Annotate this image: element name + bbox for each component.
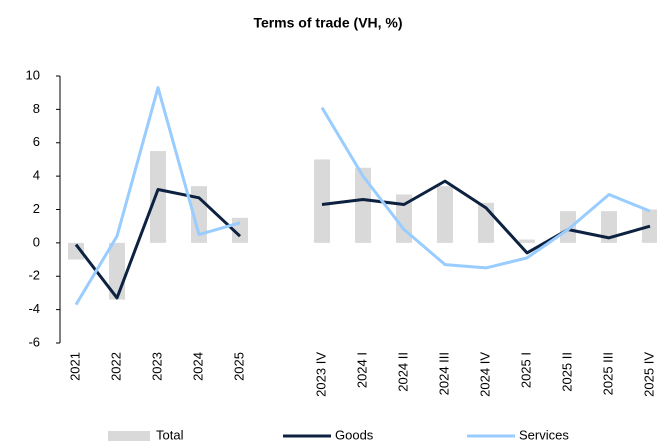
bar <box>355 167 371 243</box>
y-tick-label: 6 <box>33 134 40 149</box>
legend-swatch <box>108 431 150 441</box>
y-tick-label: -4 <box>28 301 40 316</box>
x-tick-label: 2022 <box>108 352 123 381</box>
y-tick-label: 0 <box>33 234 40 249</box>
y-tick-label: 8 <box>33 101 40 116</box>
x-tick-label: 2025 IV <box>641 352 656 397</box>
x-tick-label: 2023 <box>149 352 164 381</box>
y-tick-label: -2 <box>28 268 40 283</box>
y-tick-label: 2 <box>33 201 40 216</box>
y-tick-label: 10 <box>26 67 40 82</box>
y-tick-label: -6 <box>28 334 40 349</box>
legend-label: Services <box>519 427 569 442</box>
bar <box>560 211 576 243</box>
x-tick-label: 2024 <box>190 352 205 381</box>
x-tick-label: 2024 II <box>395 352 410 392</box>
bar <box>437 186 453 243</box>
x-tick-label: 2024 III <box>436 352 451 395</box>
bar <box>68 242 84 260</box>
y-tick-label: 4 <box>33 168 40 183</box>
x-tick-label: 2025 <box>231 352 246 381</box>
bar <box>396 194 412 243</box>
x-tick-label: 2025 II <box>559 352 574 392</box>
x-tick-label: 2021 <box>67 352 82 381</box>
legend-label: Total <box>156 427 184 442</box>
line <box>74 179 651 300</box>
x-tick-label: 2025 I <box>518 352 533 388</box>
legend-label: Goods <box>335 427 374 442</box>
x-tick-label: 2024 I <box>354 352 369 388</box>
x-tick-label: 2025 III <box>600 352 615 395</box>
line <box>74 86 651 306</box>
x-tick-label: 2023 IV <box>313 352 328 397</box>
bar <box>519 239 535 243</box>
chart-title: Terms of trade (VH, %) <box>253 15 402 31</box>
bar <box>150 151 166 243</box>
x-tick-label: 2024 IV <box>477 352 492 397</box>
bar <box>314 159 330 243</box>
bar <box>601 211 617 243</box>
